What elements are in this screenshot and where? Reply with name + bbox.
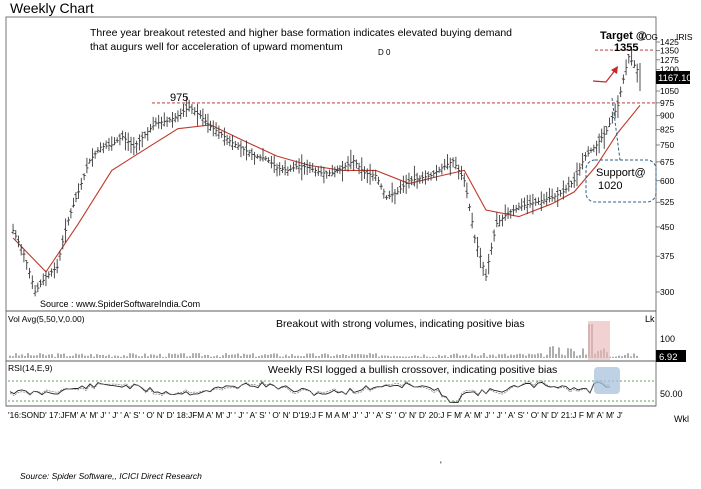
volume-tick-100: 100: [660, 334, 675, 344]
rsi-indicator-label: RSI(14,E,9): [8, 363, 53, 373]
y-tick-label: 600: [660, 176, 674, 186]
volume-value-tag: [656, 350, 686, 362]
y-tick-label: 675: [660, 157, 674, 167]
rsi-note: Weekly RSI logged a bullish crossover, i…: [268, 364, 557, 376]
y-tick-label: 375: [660, 251, 674, 261]
support-pointer: [611, 97, 621, 161]
moving-average-layer: [12, 105, 641, 273]
scale-label: LOG: [641, 33, 658, 42]
target-value: 1355: [614, 42, 638, 54]
y-tick-label: 1275: [660, 55, 679, 65]
support-title: Support@: [596, 167, 646, 179]
rsi-tick-50: 50.00: [660, 389, 683, 399]
rsi-lines-layer: [9, 380, 611, 404]
moving-average-line: [12, 105, 641, 273]
x-axis-unit-label: Wkl: [674, 414, 689, 424]
y-tick-label: 525: [660, 197, 674, 207]
page-title: Weekly Chart: [10, 0, 94, 16]
watermark: Source : www.SpiderSoftwareIndia.Com: [40, 299, 200, 309]
y-tick-label: 1050: [660, 86, 679, 96]
y-tick-label: 300: [660, 287, 674, 297]
support-value: 1020: [598, 180, 622, 192]
y-tick-label: 1350: [660, 46, 679, 56]
chart-note-line-2: that augurs well for acceleration of upw…: [90, 41, 343, 53]
footer-tick: ': [440, 460, 442, 470]
price-panel-frame: [5, 16, 657, 312]
symbol-label: IRIS: [676, 32, 693, 42]
rsi-highlight: [594, 367, 620, 394]
y-tick-label: 750: [660, 140, 674, 150]
level-975-label: 975: [170, 92, 188, 104]
y-tick-label: 450: [660, 222, 674, 232]
chart-code-label: D 0: [378, 48, 391, 57]
y-tick-label: 1425: [660, 37, 679, 47]
candles-layer: [11, 49, 641, 297]
target-arrowhead: [611, 66, 618, 74]
level-lines: [152, 49, 655, 104]
footer-source: Source: Spider Software,, ICICI Direct R…: [20, 471, 202, 481]
y-tick-label: 1200: [660, 65, 679, 75]
last-price-label: 1167.10: [658, 73, 692, 84]
y-tick-label: 900: [660, 111, 674, 121]
chart-note-line-1: Three year breakout retested and higher …: [90, 27, 512, 39]
rsi-signal-line: [9, 380, 611, 403]
last-price-tag: [656, 71, 690, 84]
support-box: [585, 159, 657, 203]
rsi-line: [9, 381, 611, 404]
y-tick-label: 825: [660, 125, 674, 135]
x-axis-labels: '16:SOND' 17:JFM' A' M' J' ' J' ' A' S' …: [8, 410, 623, 420]
volume-note: Breakout with strong volumes, indicating…: [276, 318, 525, 330]
target-arrow: [592, 68, 617, 83]
volume-highlight: [588, 321, 610, 360]
volume-unit-label: Lk: [645, 314, 655, 324]
volume-value-label: 6.92: [659, 352, 678, 363]
volume-indicator-label: Vol Avg(5,50,V,0.00): [8, 314, 85, 324]
target-title: Target @: [600, 30, 647, 42]
y-tick-label: 975: [660, 98, 674, 108]
